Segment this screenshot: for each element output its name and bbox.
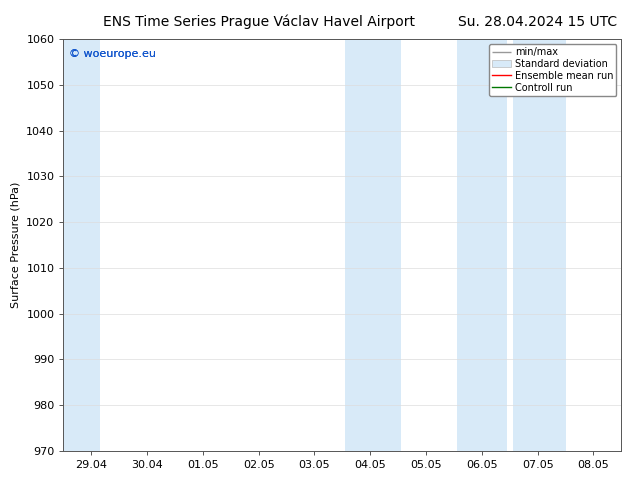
Bar: [63, 39, 100, 451]
Text: ENS Time Series Prague Václav Havel Airport: ENS Time Series Prague Václav Havel Airp…: [103, 15, 415, 29]
Legend: min/max, Standard deviation, Ensemble mean run, Controll run: min/max, Standard deviation, Ensemble me…: [489, 44, 616, 96]
Bar: [456, 39, 507, 451]
Text: © woeurope.eu: © woeurope.eu: [69, 49, 156, 59]
Bar: [512, 39, 566, 451]
Text: Su. 28.04.2024 15 UTC: Su. 28.04.2024 15 UTC: [458, 15, 617, 29]
Text: © woeurope.eu: © woeurope.eu: [69, 49, 156, 59]
Y-axis label: Surface Pressure (hPa): Surface Pressure (hPa): [11, 182, 21, 308]
Bar: [345, 39, 401, 451]
